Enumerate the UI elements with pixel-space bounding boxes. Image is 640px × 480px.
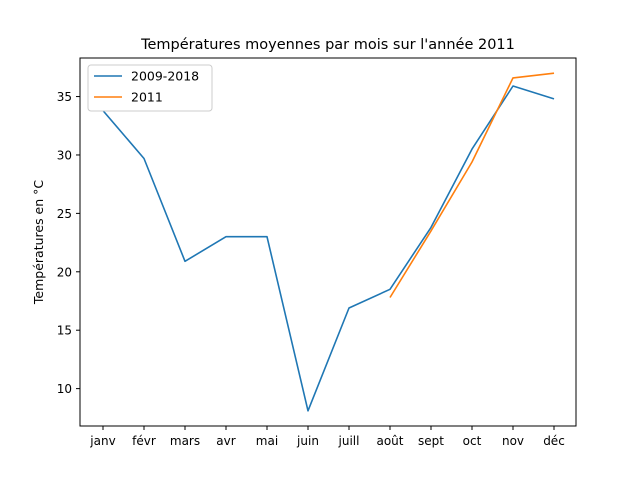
y-tick-label: 15	[57, 324, 72, 338]
x-tick-label: août	[376, 434, 403, 448]
y-axis-ticks: 10 15 20 25 30 35	[57, 90, 80, 396]
x-tick-label: mai	[256, 434, 278, 448]
y-tick-label: 10	[57, 382, 72, 396]
series-layer	[102, 72, 555, 412]
y-axis-label: Températures en °C	[31, 180, 46, 306]
series-line-0	[102, 85, 555, 412]
y-tick-label: 25	[57, 207, 72, 221]
x-tick-label: avr	[216, 434, 235, 448]
x-tick-label: juill	[338, 434, 360, 448]
y-tick-label: 20	[57, 265, 72, 279]
legend-label: 2011	[131, 90, 163, 105]
series-line-1	[389, 72, 555, 298]
x-tick-label: févr	[132, 434, 156, 448]
x-tick-label: oct	[463, 434, 482, 448]
plot-area	[79, 57, 577, 427]
chart-title: Températures moyennes par mois sur l'ann…	[140, 37, 515, 53]
x-tick-label: janv	[89, 434, 115, 448]
x-tick-label: nov	[502, 434, 524, 448]
x-tick-label: juin	[296, 434, 319, 448]
y-tick-label: 30	[57, 148, 72, 162]
x-tick-label: sept	[418, 434, 444, 448]
legend: 2009-2018 2011	[87, 64, 213, 112]
y-tick-label: 35	[57, 90, 72, 104]
plot-frame	[79, 57, 577, 427]
x-tick-label: déc	[543, 434, 565, 448]
legend-label: 2009-2018	[131, 69, 199, 84]
x-tick-label: mars	[170, 434, 200, 448]
x-axis-ticks: janv févr mars avr mai juin juill août sept oct no…	[89, 426, 565, 448]
